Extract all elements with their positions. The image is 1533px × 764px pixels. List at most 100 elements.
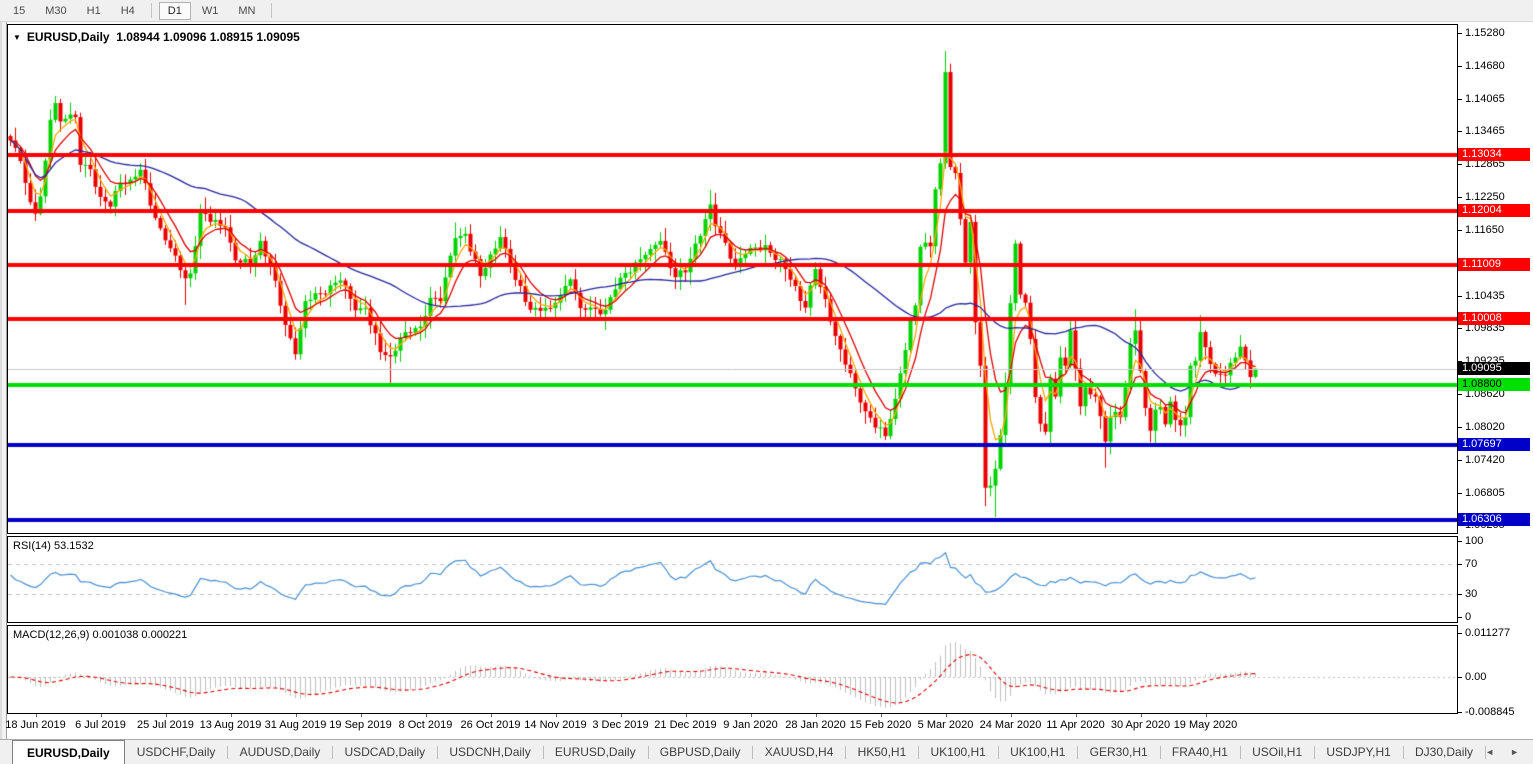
level-price-label: 1.07697	[1458, 437, 1530, 451]
tab-scroll-right-icon[interactable]: ►	[1510, 747, 1520, 757]
date-tick-label: 15 Feb 2020	[849, 719, 912, 731]
timeframe-button-mn[interactable]: MN	[238, 4, 256, 17]
macd-indicator-canvas[interactable]	[8, 626, 1457, 713]
date-tick-label: 19 Sep 2019	[329, 719, 392, 731]
timeframe-button-w1[interactable]: W1	[201, 4, 219, 17]
price-tick-label: 1.07420	[1465, 453, 1505, 466]
rsi-tick-mark	[1458, 593, 1462, 595]
date-tick-mark	[880, 714, 882, 717]
ohlc-values: 1.08944 1.09096 1.08915 1.09095	[116, 30, 300, 44]
price-tick-mark	[1458, 229, 1462, 231]
date-tick-mark	[1205, 714, 1207, 717]
date-tick-label: 11 Apr 2020	[1046, 719, 1105, 731]
macd-tick-label: 0.00	[1465, 671, 1487, 683]
timeframe-button-15[interactable]: 15	[13, 4, 26, 17]
price-tick-label: 1.10435	[1465, 289, 1505, 302]
rsi-tick-label: 30	[1465, 587, 1478, 600]
rsi-tick-label: 0	[1465, 610, 1472, 623]
date-tick-mark	[815, 714, 817, 717]
chart-tab-bar: EURUSD,Daily USDCHF,Daily AUDUSD,Daily USDC…	[0, 739, 1533, 764]
toolbar-separator	[271, 3, 273, 18]
tab-scroll-arrows: ◄ ►	[1485, 740, 1533, 764]
price-tick-mark	[1458, 197, 1462, 199]
level-price-label: 1.12004	[1458, 203, 1530, 217]
price-tick-mark	[1458, 98, 1462, 100]
symbol-timeframe-label: EURUSD,Daily	[26, 30, 110, 44]
date-tick-label: 26 Oct 2019	[460, 719, 521, 731]
price-tick-mark	[1458, 459, 1462, 461]
price-tick-mark	[1458, 328, 1462, 330]
rsi-indicator-label: RSI(14) 53.1532	[13, 540, 94, 552]
date-tick-mark	[230, 714, 232, 717]
price-tick-mark	[1458, 361, 1462, 363]
chart-tab-fra40-h1[interactable]: FRA40,H1	[1171, 745, 1228, 759]
date-tick-mark	[945, 714, 947, 717]
date-tick-label: 18 Jun 2019	[5, 719, 66, 731]
chart-tab-xauusd-h4[interactable]: XAUUSD,H4	[764, 745, 834, 759]
macd-tick-mark	[1458, 711, 1462, 713]
timeframe-button-h1[interactable]: H1	[86, 4, 101, 17]
time-axis[interactable]: 18 Jun 2019 6 Jul 2019 25 Jul 2019 13 Aug 2…	[5, 714, 1458, 739]
price-chart-canvas[interactable]	[8, 25, 1457, 533]
chart-title: ▼ EURUSD,Daily 1.08944 1.09096 1.08915 1.…	[13, 30, 300, 44]
rsi-tick-mark	[1458, 616, 1462, 618]
chart-tab-usdchf-daily[interactable]: USDCHF,Daily	[136, 745, 216, 759]
tab-scroll-left-icon[interactable]: ◄	[1485, 747, 1495, 757]
chart-tab-usoil-h1[interactable]: USOil,H1	[1252, 745, 1303, 759]
macd-tick-mark	[1458, 677, 1462, 678]
chart-tab-uk100-h1[interactable]: UK100,H1	[930, 745, 986, 759]
price-tick-label: 1.09835	[1465, 322, 1505, 335]
price-tick-label: 1.14065	[1465, 92, 1505, 105]
level-price-label: 1.06306	[1458, 513, 1530, 526]
date-tick-label: 21 Dec 2019	[654, 719, 717, 731]
chart-tab-audusd-daily[interactable]: AUDUSD,Daily	[239, 745, 321, 759]
macd-tick-label: 0.011277	[1465, 627, 1511, 639]
price-tick-mark	[1458, 394, 1462, 396]
price-tick-mark	[1458, 426, 1462, 428]
date-tick-label: 13 Aug 2019	[199, 719, 262, 731]
timeframe-button-m30[interactable]: M30	[45, 4, 67, 17]
chart-tab-gbpusd-daily[interactable]: GBPUSD,Daily	[659, 745, 741, 759]
timeframe-toolbar: 15 M30 H1 H4 D1 W1 MN	[0, 0, 1533, 22]
price-tick-label: 1.08620	[1465, 388, 1505, 401]
window-left-edge	[0, 22, 7, 764]
date-tick-mark	[35, 714, 37, 717]
date-tick-mark	[100, 714, 102, 717]
price-tick-mark	[1458, 295, 1462, 297]
date-tick-label: 5 Mar 2020	[917, 719, 974, 731]
price-axis[interactable]: 1.15280 1.14680 1.14065 1.13465 1.12865 1.122…	[1458, 22, 1533, 718]
level-price-label: 1.13034	[1458, 147, 1530, 161]
chart-tab-usdjpy-h1[interactable]: USDJPY,H1	[1326, 745, 1391, 759]
date-tick-label: 30 Apr 2020	[1110, 719, 1171, 731]
price-tick-label: 1.15280	[1465, 27, 1505, 39]
date-tick-mark	[295, 714, 297, 717]
date-tick-mark	[360, 714, 362, 717]
chart-tab-hk50-h1[interactable]: HK50,H1	[857, 745, 907, 759]
macd-tick-mark	[1458, 633, 1462, 634]
rsi-tick-mark	[1458, 563, 1462, 565]
date-tick-mark	[1140, 714, 1142, 717]
chart-tab-eurusd-daily[interactable]: EURUSD,Daily	[12, 740, 125, 764]
level-price-label: 1.11009	[1458, 257, 1530, 271]
date-tick-mark	[425, 714, 427, 717]
chart-tab-usdcnh-daily[interactable]: USDCNH,Daily	[449, 745, 531, 759]
date-tick-label: 28 Jan 2020	[785, 719, 846, 731]
macd-indicator-label: MACD(12,26,9) 0.001038 0.000221	[13, 629, 188, 641]
chart-tab-eurusd-daily[interactable]: EURUSD,Daily	[554, 745, 636, 759]
chevron-down-icon[interactable]: ▼	[13, 33, 21, 42]
timeframe-button-d1[interactable]: D1	[158, 1, 191, 20]
timeframe-button-h4[interactable]: H4	[120, 4, 135, 17]
date-tick-label: 6 Jul 2019	[75, 719, 126, 731]
macd-tick-label: -0.008845	[1465, 705, 1515, 718]
rsi-tick-label: 100	[1465, 535, 1484, 547]
date-tick-label: 31 Aug 2019	[264, 719, 327, 731]
date-tick-label: 25 Jul 2019	[137, 719, 194, 731]
level-price-label: 1.10008	[1458, 312, 1530, 326]
chart-tab-ger30-h1[interactable]: GER30,H1	[1089, 745, 1148, 759]
date-tick-label: 8 Oct 2019	[398, 719, 453, 731]
chart-tab-uk100-h1[interactable]: UK100,H1	[1010, 745, 1066, 759]
chart-tab-dj30-daily[interactable]: DJ30,Daily	[1415, 745, 1474, 759]
price-tick-label: 1.12865	[1465, 158, 1505, 171]
rsi-indicator-canvas[interactable]	[8, 537, 1457, 622]
chart-tab-usdcad-daily[interactable]: USDCAD,Daily	[344, 745, 426, 759]
